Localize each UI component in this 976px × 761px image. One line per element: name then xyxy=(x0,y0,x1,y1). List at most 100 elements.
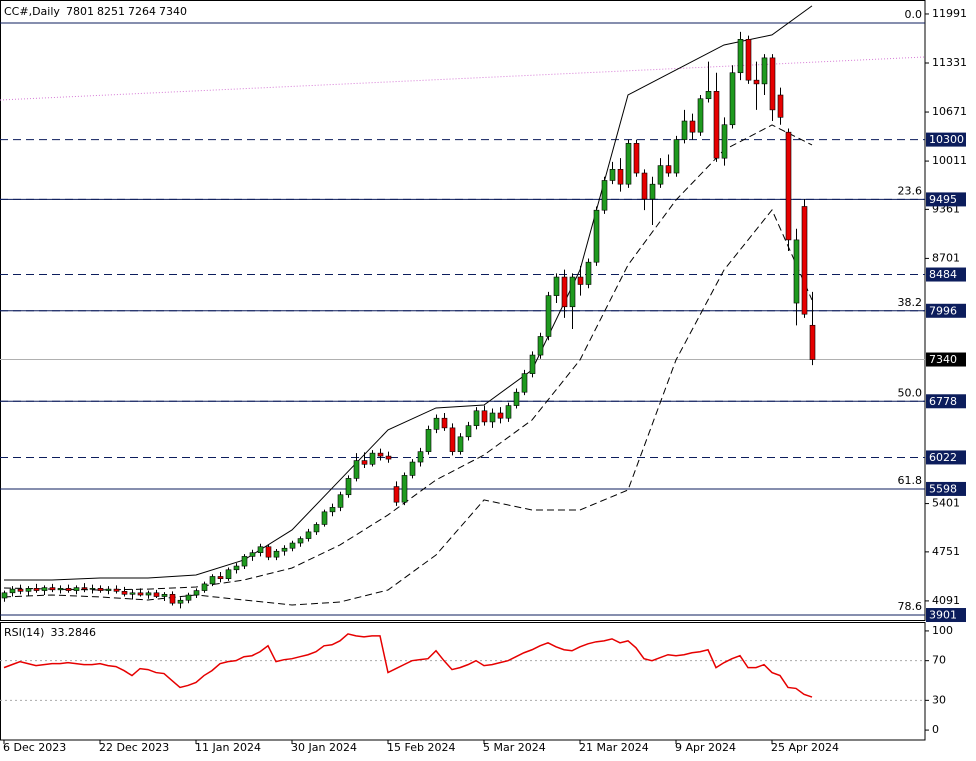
candle-body xyxy=(121,591,128,595)
candle-body xyxy=(585,261,592,285)
candle-body xyxy=(473,410,480,426)
candle-body xyxy=(801,206,808,315)
candle-body xyxy=(265,546,272,558)
level-label: 3901 xyxy=(929,609,957,622)
candle-body xyxy=(289,542,296,549)
x-tick-label: 22 Dec 2023 xyxy=(99,741,169,754)
candle-body xyxy=(369,452,376,465)
candle-body xyxy=(137,592,144,596)
candle-body xyxy=(113,588,120,592)
candle-body xyxy=(513,391,520,406)
rsi-tick-label: 70 xyxy=(932,654,946,667)
candle-body xyxy=(761,57,768,85)
candle-body xyxy=(425,429,432,452)
candle-body xyxy=(33,588,40,591)
candle-body xyxy=(145,592,152,596)
candle-body xyxy=(337,494,344,508)
candle-body xyxy=(505,405,512,419)
candle-body xyxy=(449,427,456,452)
y-tick-label: 11991 xyxy=(932,7,967,20)
level-box xyxy=(926,394,966,409)
candle-body xyxy=(721,124,728,159)
candle-body xyxy=(161,593,168,597)
y-tick-label: 4091 xyxy=(932,594,960,607)
candle-body xyxy=(481,410,488,423)
candle-body xyxy=(25,588,32,592)
candle-body xyxy=(329,507,336,513)
rsi-panel xyxy=(0,622,926,741)
header-value: 7264 xyxy=(128,5,156,18)
candle-body xyxy=(769,57,776,111)
x-tick-label: 5 Mar 2024 xyxy=(483,741,546,754)
y-tick-label: 8701 xyxy=(932,251,960,264)
level-box xyxy=(926,450,966,465)
candle-body xyxy=(9,588,16,594)
level-label: 6778 xyxy=(929,395,957,408)
candle-body xyxy=(561,276,568,308)
candle-body xyxy=(497,412,504,419)
candle-body xyxy=(401,475,408,503)
candle-body xyxy=(553,276,560,296)
candle-body xyxy=(353,460,360,479)
candle-body xyxy=(305,531,312,539)
candle-body xyxy=(385,455,392,460)
fib-label: 78.6 xyxy=(898,600,923,613)
candle-body xyxy=(417,451,424,463)
x-tick-label: 25 Apr 2024 xyxy=(771,741,839,754)
candle-body xyxy=(169,593,176,604)
candle-body xyxy=(457,436,464,452)
level-box xyxy=(926,267,966,282)
level-label: 9495 xyxy=(929,193,957,206)
candle-body xyxy=(393,486,400,503)
candle-body xyxy=(73,587,80,591)
symbol: CC#,Daily xyxy=(4,5,60,18)
candle-body xyxy=(737,39,744,74)
candle-body xyxy=(633,143,640,174)
candle-body xyxy=(49,587,56,591)
candle-body xyxy=(361,460,368,465)
fib-label: 61.8 xyxy=(898,474,923,487)
x-tick-label: 9 Apr 2024 xyxy=(675,741,736,754)
header-value: 8251 xyxy=(97,5,125,18)
rsi-plot xyxy=(0,633,925,701)
fib-label: 50.0 xyxy=(898,386,923,399)
level-box xyxy=(926,303,966,318)
band-lower xyxy=(3,209,813,606)
candle-body xyxy=(321,511,328,525)
candle-body xyxy=(617,169,624,185)
y-tick-label: 4751 xyxy=(932,545,960,558)
candle-body xyxy=(249,552,256,557)
candle-body xyxy=(185,594,192,601)
y-tick-label: 11331 xyxy=(932,56,967,69)
header-value: 7801 xyxy=(66,5,94,18)
candle-body xyxy=(465,425,472,438)
candle-body xyxy=(577,276,584,285)
candle-body xyxy=(785,131,792,241)
overlay: 4091475154018701936110011106711133111991… xyxy=(3,7,967,754)
candle-body xyxy=(377,452,384,457)
fib-label: 0.0 xyxy=(905,8,923,21)
candle-body xyxy=(625,143,632,185)
candle-body xyxy=(569,276,576,308)
candle-body xyxy=(273,550,280,558)
candle-body xyxy=(593,209,600,263)
candle-body xyxy=(65,588,72,591)
candle-body xyxy=(225,569,232,579)
candle-body xyxy=(713,91,720,159)
rsi-tick-label: 100 xyxy=(932,624,953,637)
y-tick-label: 10671 xyxy=(932,105,967,118)
candle-body xyxy=(217,576,224,579)
candle-body xyxy=(521,373,528,393)
x-tick-label: 11 Jan 2024 xyxy=(195,741,261,754)
last-price-label: 7340 xyxy=(929,353,957,366)
candle-body xyxy=(97,588,104,591)
candle-body xyxy=(665,165,672,174)
candle-body xyxy=(281,547,288,552)
fib-label: 23.6 xyxy=(898,184,923,197)
candle-body xyxy=(729,72,736,126)
candle-body xyxy=(609,169,616,181)
candle-body xyxy=(745,39,752,81)
header-value: 7340 xyxy=(159,5,187,18)
